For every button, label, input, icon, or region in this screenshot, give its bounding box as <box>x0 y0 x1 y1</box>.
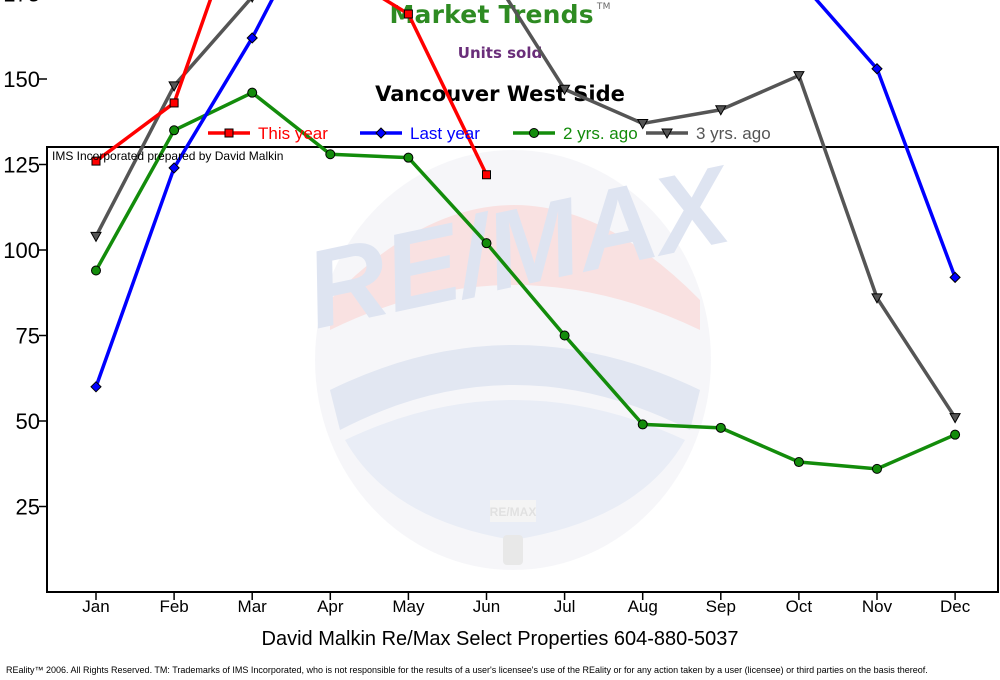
legend-item: Last year <box>360 124 480 143</box>
x-tick-label: Aug <box>628 597 658 616</box>
data-point <box>871 63 883 75</box>
data-point <box>949 271 961 284</box>
y-tick-label: 125 <box>3 153 40 178</box>
balloon-basket <box>503 535 523 565</box>
data-point <box>169 125 180 136</box>
x-tick-label: Mar <box>238 597 268 616</box>
data-point <box>168 162 180 174</box>
legend-label: This year <box>258 124 328 143</box>
data-point <box>714 105 727 116</box>
data-point <box>558 84 571 96</box>
series-layer <box>90 0 961 474</box>
balloon-red-band <box>330 205 700 330</box>
x-axis: Jan Feb Mar Apr May Jun Jul Aug Sep Oct Nov Dec <box>82 592 971 616</box>
legend-item: 2 yrs. ago <box>513 124 638 143</box>
x-tick-label: Dec <box>940 597 971 616</box>
series-2-yrs-ago <box>91 87 961 474</box>
legend-marker <box>375 127 387 139</box>
plot-area <box>46 146 999 593</box>
data-point <box>403 9 413 19</box>
data-point <box>636 118 649 130</box>
legend-marker <box>529 128 539 138</box>
chart-subtitle: Units sold <box>457 44 543 62</box>
series-last-year <box>90 0 961 393</box>
data-point <box>559 330 570 341</box>
data-point <box>872 463 882 474</box>
trademark-mark: TM <box>596 2 611 12</box>
data-point <box>793 457 804 468</box>
data-point <box>90 381 102 393</box>
legend-marker <box>224 128 234 138</box>
data-point <box>91 156 101 166</box>
data-point <box>168 81 180 92</box>
data-point <box>325 149 336 160</box>
data-point <box>91 265 101 276</box>
data-point <box>481 238 492 249</box>
x-tick-label: Jan <box>82 597 109 616</box>
watermark-banner-text: RE/MAX <box>490 505 537 519</box>
remax-balloon-watermark: RE/MAX RE/MAX <box>295 142 745 570</box>
x-tick-label: Jul <box>554 597 576 616</box>
x-tick-label: Oct <box>786 597 813 616</box>
x-tick-label: Apr <box>317 597 344 616</box>
x-tick-label: Feb <box>159 597 188 616</box>
chart-title: Vancouver West Side <box>375 82 625 106</box>
legend-item: This year <box>208 124 328 143</box>
legend-label: Last year <box>410 124 480 143</box>
legend-marker <box>661 128 673 140</box>
data-point <box>250 0 254 3</box>
balloon-blue-band <box>330 345 700 430</box>
y-tick-label: 75 <box>16 324 40 349</box>
series-line <box>94 0 957 388</box>
x-tick-label: Sep <box>706 597 736 616</box>
data-point <box>715 422 726 433</box>
y-tick-label: 150 <box>3 67 40 92</box>
balloon-body <box>315 150 711 570</box>
plot-border <box>46 146 999 593</box>
data-point <box>482 170 491 180</box>
y-axis: 255075100125150175200225250 <box>3 0 47 520</box>
footer-contact: David Malkin Re/Max Select Properties 60… <box>261 628 739 650</box>
data-point <box>949 413 961 424</box>
legend-item: 3 yrs. ago <box>646 124 771 143</box>
data-point <box>637 419 648 430</box>
balloon-banner <box>490 500 536 522</box>
balloon-lower-band <box>345 400 685 540</box>
data-point <box>793 71 805 82</box>
y-tick-label: 50 <box>16 409 40 434</box>
data-point <box>403 152 414 163</box>
x-tick-label: May <box>392 597 425 616</box>
x-tick-label: Jun <box>473 597 500 616</box>
brand-title: Market Trends TM <box>0 0 1000 29</box>
legend-label: 2 yrs. ago <box>563 124 638 143</box>
legend: This year Last year 2 yrs. ago 3 yrs. ago <box>208 124 771 143</box>
footer-legal: REality™ 2006. All Rights Reserved. TM: … <box>6 665 928 675</box>
y-tick-label: 25 <box>16 495 40 520</box>
y-tick-label: 175 <box>3 0 40 7</box>
data-point <box>90 231 102 243</box>
brand-name: Market Trends <box>389 0 594 29</box>
series-line <box>94 90 956 471</box>
x-tick-label: Nov <box>862 597 893 616</box>
y-tick-label: 100 <box>3 238 40 263</box>
data-point <box>871 293 883 304</box>
series-3-yrs-ago <box>90 0 961 424</box>
data-point <box>246 32 258 44</box>
data-point <box>169 98 179 108</box>
series-this-year <box>91 0 491 180</box>
data-point <box>247 87 258 98</box>
data-point <box>950 429 961 440</box>
legend-label: 3 yrs. ago <box>696 124 771 143</box>
series-line <box>94 0 489 176</box>
series-line <box>94 0 957 419</box>
chart-annotation: IMS Incorporated prepared by David Malki… <box>52 149 283 163</box>
